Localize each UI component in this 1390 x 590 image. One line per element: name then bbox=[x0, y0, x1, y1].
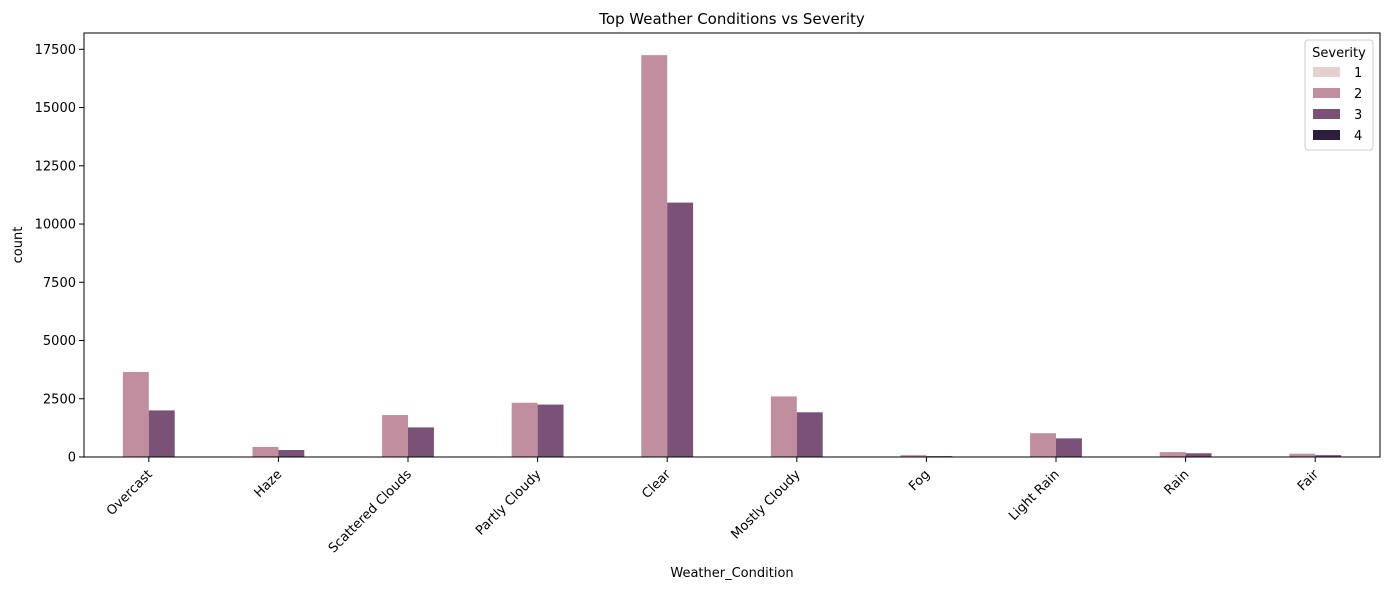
bar-clear-severity-3 bbox=[667, 202, 694, 457]
legend-swatch-1 bbox=[1313, 67, 1340, 77]
legend-items: 1 2 3 4 bbox=[1313, 66, 1362, 144]
legend-label-4: 4 bbox=[1354, 129, 1362, 144]
bar-scattered-clouds-severity-2 bbox=[382, 415, 408, 457]
bar-partly-cloudy-severity-3 bbox=[537, 404, 564, 457]
legend-swatch-3 bbox=[1313, 109, 1340, 119]
x-axis-label: Weather_Condition bbox=[670, 566, 793, 581]
bar-haze-severity-3 bbox=[278, 450, 305, 457]
bar-rain-severity-2 bbox=[1159, 452, 1186, 457]
y-tick-label-5000: 5000 bbox=[43, 334, 76, 349]
bar-overcast-severity-2 bbox=[122, 371, 149, 457]
y-tick-label-10000: 10000 bbox=[35, 218, 76, 233]
x-tick-label-fog: Fog bbox=[906, 467, 933, 494]
bar-partly-cloudy-severity-2 bbox=[511, 402, 538, 457]
bar-mostly-cloudy-severity-2 bbox=[770, 396, 797, 457]
bar-mostly-cloudy-severity-3 bbox=[796, 412, 823, 457]
x-tick-label-fair: Fair bbox=[1295, 467, 1322, 494]
y-tick-label-7500: 7500 bbox=[43, 276, 76, 291]
legend-label-2: 2 bbox=[1354, 87, 1362, 102]
x-tick-label-scattered-clouds: Scattered Clouds bbox=[326, 467, 415, 556]
bar-scattered-clouds-severity-3 bbox=[408, 427, 434, 457]
legend: Severity 1 2 3 4 bbox=[1304, 39, 1374, 151]
legend-title: Severity bbox=[1312, 46, 1366, 61]
x-tick-label-haze: Haze bbox=[252, 467, 286, 501]
plot-frame bbox=[83, 32, 1381, 458]
y-tick-label-2500: 2500 bbox=[43, 392, 76, 407]
y-tick-label-12500: 12500 bbox=[35, 159, 76, 174]
bar-overcast-severity-3 bbox=[148, 410, 175, 457]
x-tick-label-light-rain: Light Rain bbox=[1006, 467, 1063, 524]
x-tick-label-mostly-cloudy: Mostly Cloudy bbox=[728, 467, 803, 542]
bar-clear-severity-2 bbox=[641, 55, 668, 457]
bar-haze-severity-2 bbox=[252, 446, 279, 457]
legend-label-1: 1 bbox=[1354, 66, 1362, 81]
legend-swatch-2 bbox=[1313, 88, 1340, 98]
x-axis: Overcast Haze Scattered Clouds Partly Cloud… bbox=[104, 457, 1322, 556]
x-tick-label-partly-cloudy: Partly Cloudy bbox=[473, 467, 545, 539]
chart-title: Top Weather Conditions vs Severity bbox=[598, 10, 865, 28]
legend-swatch-4 bbox=[1313, 130, 1340, 140]
x-tick-label-rain: Rain bbox=[1162, 467, 1193, 498]
y-tick-label-15000: 15000 bbox=[35, 101, 76, 116]
x-tick-label-overcast: Overcast bbox=[104, 467, 156, 519]
bar-fair-severity-2 bbox=[1289, 453, 1316, 457]
y-tick-label-0: 0 bbox=[68, 451, 76, 466]
y-tick-label-17500: 17500 bbox=[35, 43, 76, 58]
y-axis-label: count bbox=[11, 227, 26, 264]
bar-light-rain-severity-3 bbox=[1056, 438, 1082, 457]
y-axis: 0 2500 5000 7500 10000 12500 15000 17500 bbox=[35, 43, 84, 466]
bar-fog-severity-2 bbox=[900, 455, 927, 457]
legend-label-3: 3 bbox=[1354, 108, 1362, 123]
bar-light-rain-severity-2 bbox=[1030, 433, 1056, 457]
bars-group bbox=[122, 55, 1342, 457]
x-tick-label-clear: Clear bbox=[639, 467, 674, 502]
bar-rain-severity-3 bbox=[1185, 453, 1212, 457]
bar-fair-severity-3 bbox=[1315, 455, 1342, 457]
